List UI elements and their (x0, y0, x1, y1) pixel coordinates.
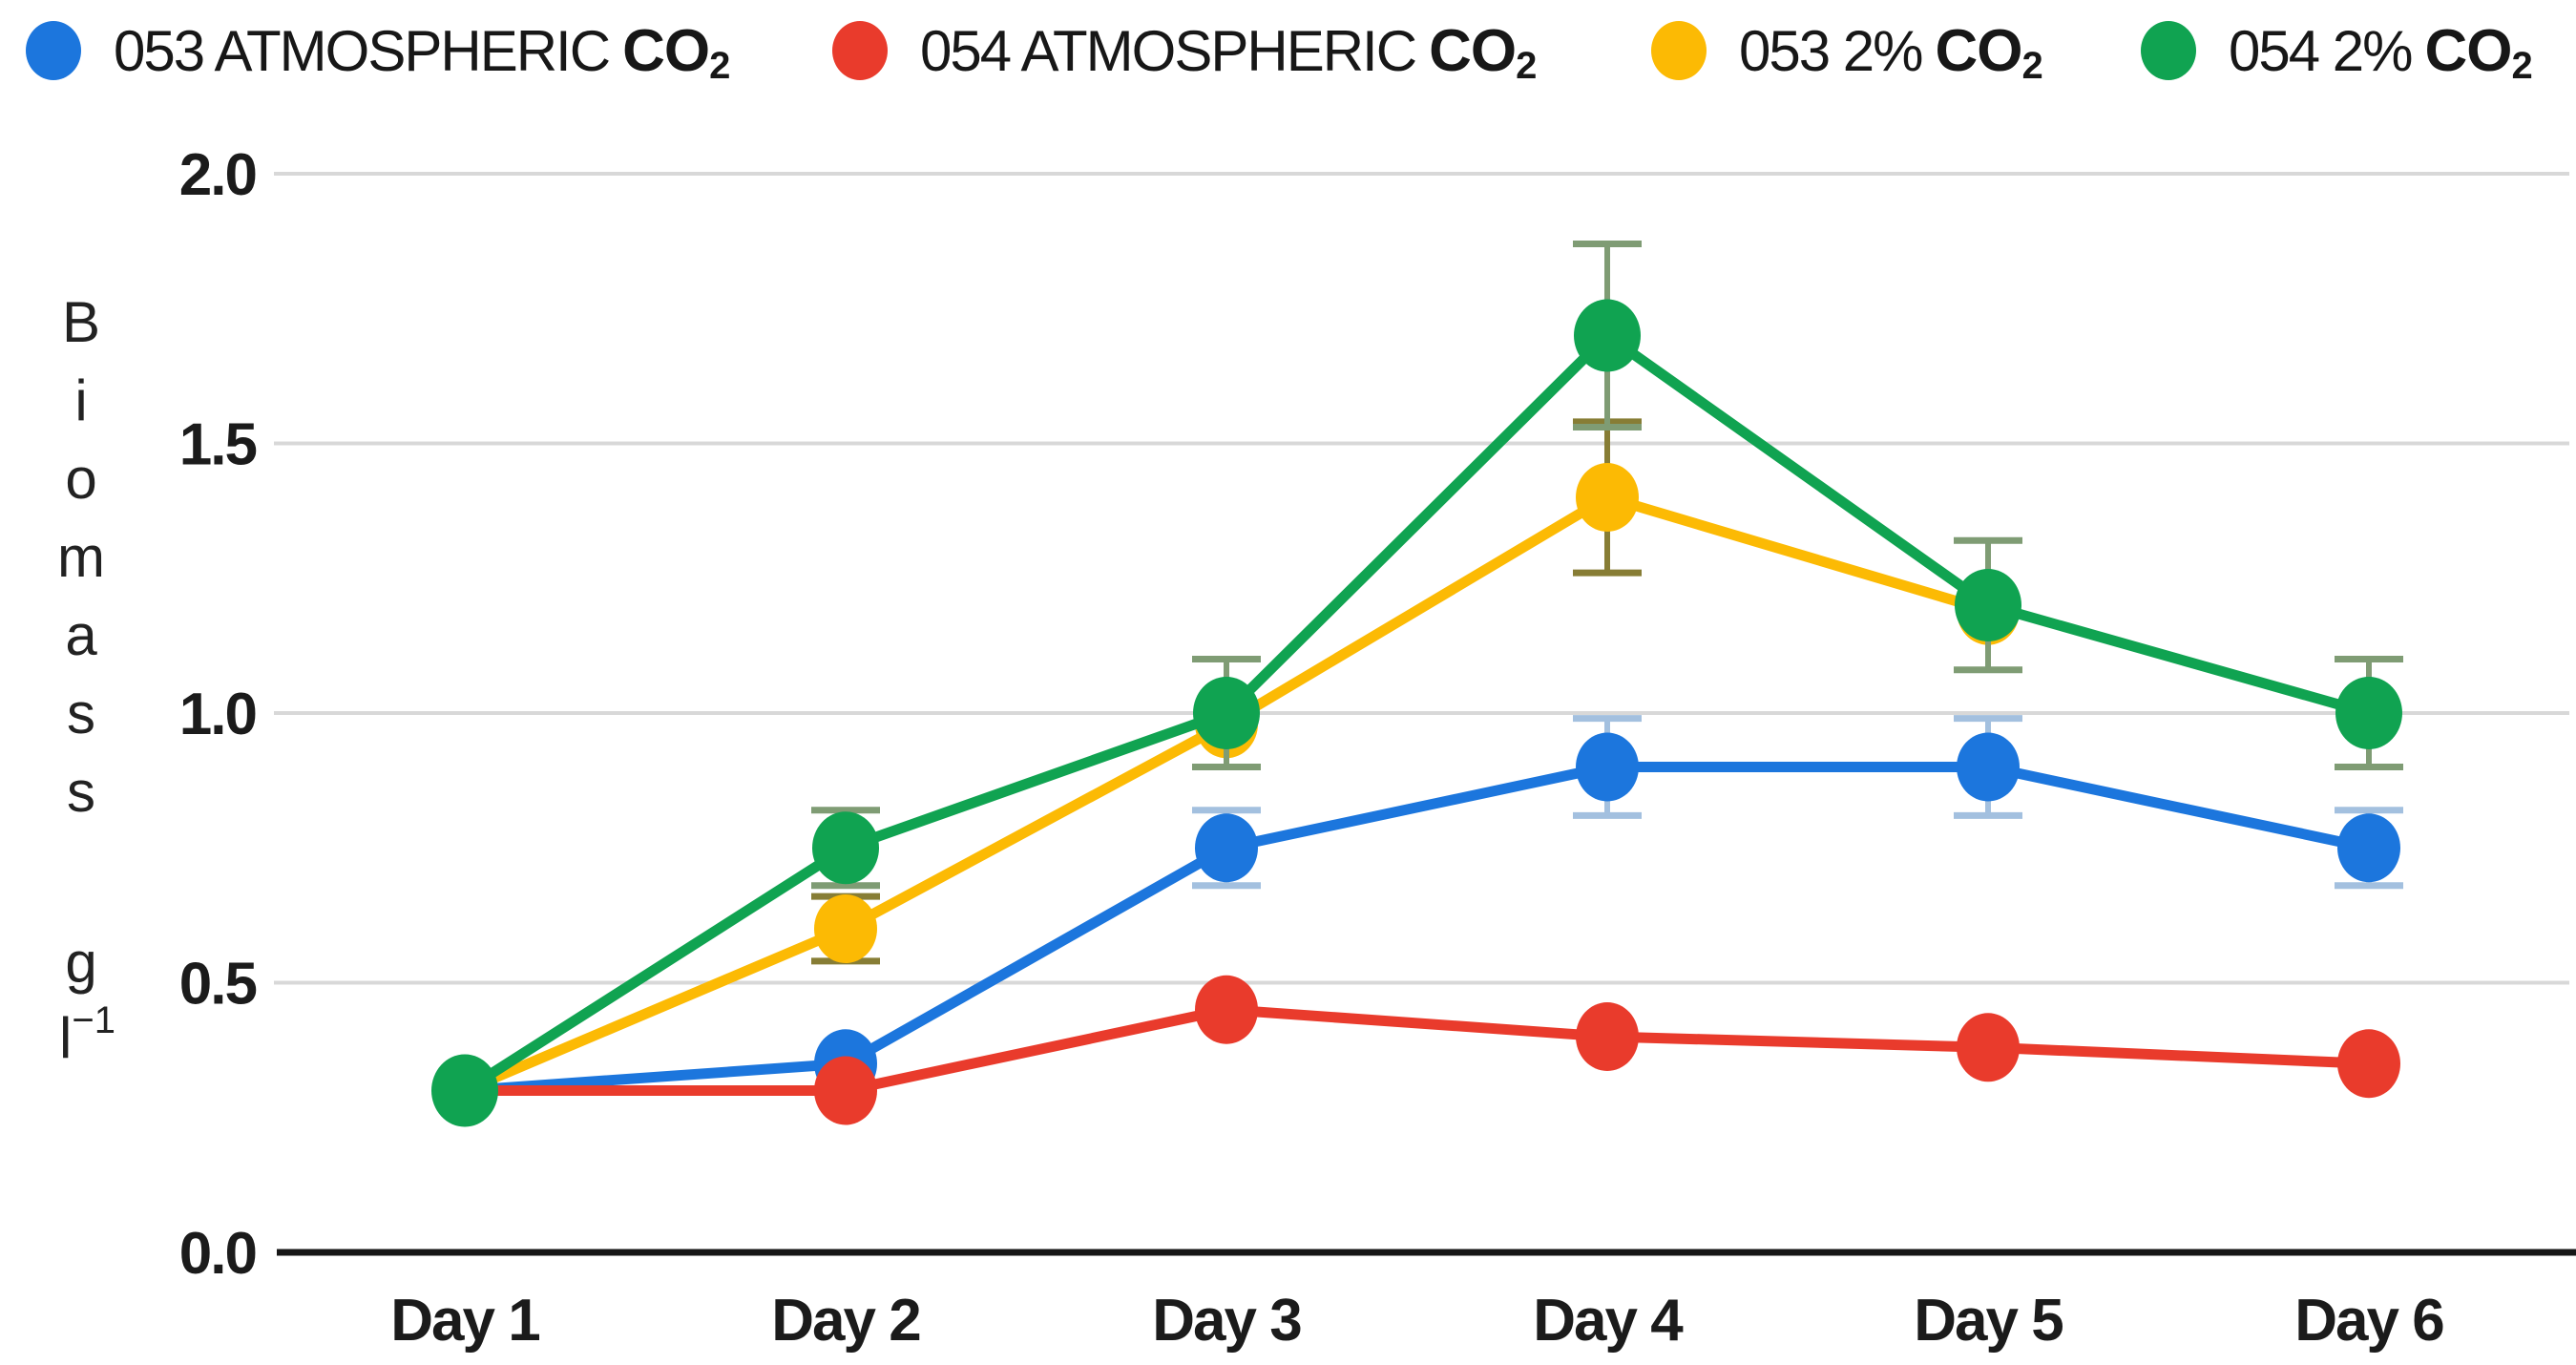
x-tick-label: Day 6 (2294, 1288, 2443, 1354)
legend-label: 054 2% (2229, 18, 2413, 83)
y-tick-label: 0.5 (179, 952, 257, 1018)
y-axis-label-letter: m (57, 525, 105, 589)
series-3-marker (431, 1054, 498, 1127)
series-0-line (459, 762, 2375, 1096)
legend-swatch-yellow-circle-icon (1651, 21, 1707, 80)
series-0-marker (1576, 732, 1639, 802)
legend-item-054-2pct-co2: 054 2% CO2 (2141, 17, 2533, 87)
y-tick-label: 1.5 (179, 412, 257, 478)
series-0-marker (1957, 732, 2020, 802)
series-1-marker (2337, 1029, 2400, 1099)
y-axis-label-letter: B (62, 290, 100, 354)
legend-label: 053 2% (1739, 18, 1923, 83)
series-2-marker (1576, 463, 1639, 532)
legend-item-053-atmospheric-co2: 053 ATMOSPHERIC CO2 (26, 17, 730, 87)
y-axis-unit-g: g (65, 931, 96, 995)
series-0-marker (2337, 813, 2400, 883)
series-1-marker (1195, 975, 1258, 1044)
y-axis-label-letter: o (65, 447, 96, 511)
y-tick-label: 0.0 (179, 1221, 256, 1287)
series-3-line (459, 330, 2375, 1096)
legend-label: 053 ATMOSPHERIC (114, 18, 611, 83)
series-1-marker (814, 1056, 877, 1125)
y-axis-label-letter: s (67, 682, 95, 746)
y-tick-label: 1.0 (179, 682, 256, 747)
x-tick-label: Day 5 (1914, 1288, 2063, 1354)
x-tick-label: Day 2 (771, 1288, 919, 1354)
y-axis-label-letter: i (74, 368, 87, 432)
series-1-marker (1957, 1013, 2020, 1082)
legend-gas-label: CO2 (1935, 17, 2043, 87)
x-tick-label: Day 4 (1533, 1288, 1684, 1354)
y-tick-label: 2.0 (179, 142, 256, 208)
legend-item-054-atmospheric-co2: 054 ATMOSPHERIC CO2 (832, 17, 1537, 87)
legend-item-053-2pct-co2: 053 2% CO2 (1651, 17, 2043, 87)
series-0-marker (1195, 813, 1258, 883)
series-1-line (459, 1004, 2375, 1096)
y-axis-unit-per-litre: l−1 (59, 999, 115, 1070)
series-2-marker (814, 894, 877, 963)
legend-gas-label: CO2 (1429, 17, 1537, 87)
legend-gas-label: CO2 (622, 17, 730, 87)
series-3-marker (1574, 299, 1641, 372)
series-3-marker (2335, 677, 2402, 749)
legend-swatch-red-circle-icon (832, 21, 888, 80)
chart-legend: 053 ATMOSPHERIC CO2 054 ATMOSPHERIC CO2 05… (0, 0, 2576, 105)
legend-swatch-blue-circle-icon (26, 21, 81, 80)
series-1-marker (1576, 1002, 1639, 1071)
legend-label: 054 ATMOSPHERIC (920, 18, 1417, 83)
x-tick-label: Day 1 (390, 1288, 539, 1354)
x-tick-label: Day 3 (1152, 1288, 1301, 1354)
series-3-marker (812, 811, 879, 885)
y-axis-label-letter: s (67, 760, 95, 824)
legend-swatch-green-circle-icon (2141, 21, 2196, 80)
y-axis-label-letter: a (65, 603, 97, 667)
series-3-marker (1193, 677, 1260, 749)
series-3-marker (1955, 569, 2021, 641)
legend-gas-label: CO2 (2424, 17, 2533, 87)
